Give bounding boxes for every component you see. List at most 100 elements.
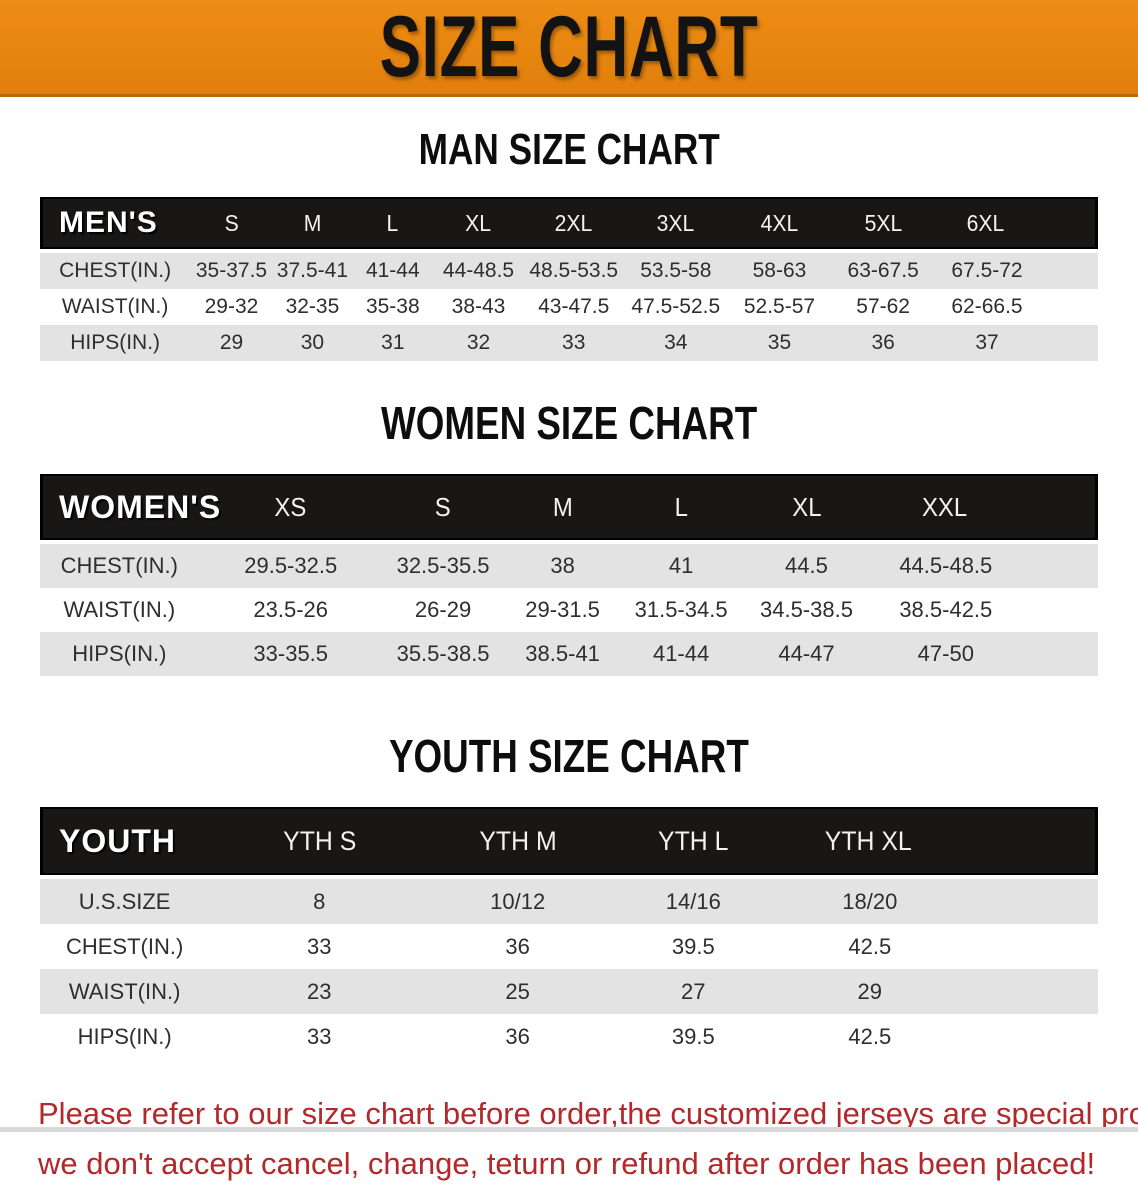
measurement-value-cell: 39.5 <box>671 933 715 959</box>
measurement-value-cell: 25 <box>505 978 530 1004</box>
measurement-value-cell: 47.5-52.5 <box>631 295 721 318</box>
measurement-value-cell: 33 <box>307 1023 332 1049</box>
measurement-value-cell: 31.5-34.5 <box>634 597 728 622</box>
order-policy-line-2: we don't accept cancel, change, teturn o… <box>38 1146 1096 1181</box>
measurement-row: WAIST(IN.) 23 25 27 29 <box>40 969 1098 1014</box>
measurement-row: HIPS(IN.) 33-35.5 35.5-38.5 38.5-41 41-44 44-… <box>40 632 1098 676</box>
measurement-value-cell: 37.5-41 <box>272 249 353 289</box>
men-section-heading-text: MAN SIZE CHART <box>418 125 720 174</box>
size-column-header-text: XS <box>274 491 307 522</box>
order-policy-note: Please refer to our size chart before or… <box>0 1089 1138 1189</box>
measurement-row-label: HIPS(IN.) <box>70 331 161 354</box>
size-column-header: M <box>503 474 622 540</box>
measurement-row-label: CHEST(IN.) <box>40 540 199 588</box>
size-column-header: 2XL <box>523 197 624 249</box>
measurement-value-cell: 37 <box>975 331 999 354</box>
size-column-header-text: 6XL <box>966 209 1005 236</box>
measurement-value-cell: 32 <box>466 331 491 354</box>
size-column-header-text: YTH S <box>282 825 356 856</box>
size-column-header: 3XL <box>623 197 728 249</box>
men-size-table: MEN'S S M L XL 2XL 3XL 4XL 5XL 6XL CHEST(IN.) 35-37… <box>40 197 1098 361</box>
measurement-value-cell: 35-37.5 <box>190 249 273 289</box>
measurement-value-cell: 38.5-42.5 <box>899 597 993 622</box>
measurement-row: CHEST(IN.) 33 36 39.5 42.5 <box>40 924 1098 969</box>
measurement-value-cell: 35.5-38.5 <box>396 641 490 666</box>
size-column-header-text: S <box>224 209 239 236</box>
measurement-value-cell: 47-50 <box>917 641 974 666</box>
size-column-header-text: YTH M <box>479 825 557 856</box>
women-section-heading: WOMEN SIZE CHART <box>0 399 1138 447</box>
measurement-row: WAIST(IN.) 29-32 32-35 35-38 38-43 43-47.5 47.… <box>40 289 1098 325</box>
youth-size-section: YOUTH SIZE CHART YOUTH YTH S YTH M YTH L YTH… <box>0 732 1138 1059</box>
measurement-value-cell: 57-62 <box>856 295 910 318</box>
size-header-row: YOUTH YTH S YTH M YTH L YTH XL <box>40 807 1098 875</box>
size-header-row: WOMEN'S XS S M L XL XXL <box>40 474 1098 540</box>
measurement-value-cell: 44.5 <box>740 540 873 588</box>
size-column-header: 6XL <box>934 197 1098 249</box>
measurement-row-label: CHEST(IN.) <box>65 933 184 959</box>
size-column-header-text: M <box>303 209 322 236</box>
measurement-value-cell: 29-32 <box>204 295 259 318</box>
measurement-value-cell: 35-38 <box>365 295 420 318</box>
size-chart-content: MAN SIZE CHART MEN'S S M L XL 2XL 3XL 4XL 5XL 6XL… <box>0 127 1138 1059</box>
measurement-row: CHEST(IN.) 35-37.5 37.5-41 41-44 44-48.5 48.5… <box>40 249 1098 289</box>
size-column-header-text: L <box>386 209 399 236</box>
size-column-header-text: YTH XL <box>824 825 912 856</box>
measurement-value-cell: 18/20 <box>780 875 1098 924</box>
size-column-header: XL <box>740 474 873 540</box>
measurement-value-cell: 29.5-32.5 <box>198 540 383 588</box>
size-column-header-text: XXL <box>921 491 967 522</box>
women-size-section: WOMEN SIZE CHART WOMEN'S XS S M L XL XXL CHEST(… <box>0 399 1138 676</box>
measurement-value-cell: 23 <box>307 978 332 1004</box>
size-column-header: M <box>272 197 353 249</box>
measurement-value-cell: 36 <box>871 331 895 354</box>
size-column-header: XXL <box>872 474 1098 540</box>
measurement-row-label: U.S.SIZE <box>40 875 210 924</box>
order-policy-line-1: Please refer to our size chart before or… <box>38 1096 1138 1131</box>
measurement-value-cell: 27 <box>681 978 706 1004</box>
measurement-value-cell: 43-47.5 <box>538 295 610 318</box>
measurement-value-cell: 29-31.5 <box>525 597 600 622</box>
measurement-value-cell: 10/12 <box>429 875 606 924</box>
women-size-table: WOMEN'S XS S M L XL XXL CHEST(IN.) 29.5-32.5 32.5… <box>40 474 1098 676</box>
size-column-header: YTH L <box>606 807 781 875</box>
measurement-value-cell: 62-66.5 <box>951 295 1023 318</box>
size-column-header: YTH M <box>429 807 606 875</box>
measurement-value-cell: 44.5-48.5 <box>872 540 1098 588</box>
youth-section-heading-text: YOUTH SIZE CHART <box>389 730 749 782</box>
measurement-value-cell: 35 <box>767 331 792 354</box>
men-size-section: MAN SIZE CHART MEN'S S M L XL 2XL 3XL 4XL 5XL 6XL… <box>0 127 1138 361</box>
page-title: SIZE CHART <box>379 0 759 95</box>
measurement-value-cell: 36 <box>505 933 530 959</box>
measurement-value-cell: 52.5-57 <box>743 295 816 318</box>
size-column-header-text: L <box>674 491 688 522</box>
size-column-header-text: XL <box>465 209 492 236</box>
measurement-value-cell: 42.5 <box>848 933 892 959</box>
size-column-header: XL <box>433 197 524 249</box>
measurement-value-cell: 44-47 <box>778 641 835 666</box>
measurement-row: CHEST(IN.) 29.5-32.5 32.5-35.5 38 41 44.5 44.5… <box>40 540 1098 588</box>
measurement-row-label: HIPS(IN.) <box>72 641 167 666</box>
measurement-row-label: WAIST(IN.) <box>63 597 176 622</box>
size-column-header-text: M <box>552 491 573 522</box>
measurement-row: HIPS(IN.) 33 36 39.5 42.5 <box>40 1014 1098 1059</box>
measurement-row-label: WAIST(IN.) <box>61 295 169 318</box>
measurement-value-cell: 38.5-41 <box>525 641 600 666</box>
size-column-header-text: S <box>435 491 452 522</box>
size-column-header-text: 2XL <box>554 209 593 236</box>
table-group-label: YOUTH <box>40 807 210 875</box>
measurement-value-cell: 41-44 <box>352 249 434 289</box>
measurement-row: HIPS(IN.) 29 30 31 32 33 34 35 36 37 <box>40 325 1098 361</box>
size-column-header: YTH S <box>209 807 430 875</box>
measurement-value-cell: 34.5-38.5 <box>759 597 853 622</box>
measurement-value-cell: 26-29 <box>414 597 472 622</box>
measurement-value-cell: 41-44 <box>652 641 710 666</box>
size-column-header: XS <box>198 474 383 540</box>
measurement-value-cell: 31 <box>381 331 405 354</box>
measurement-value-cell: 32.5-35.5 <box>382 540 504 588</box>
measurement-value-cell: 67.5-72 <box>934 249 1098 289</box>
size-column-header: 5XL <box>831 197 935 249</box>
measurement-value-cell: 38-43 <box>451 295 506 318</box>
measurement-value-cell: 8 <box>209 875 430 924</box>
size-column-header-text: 5XL <box>864 209 902 236</box>
